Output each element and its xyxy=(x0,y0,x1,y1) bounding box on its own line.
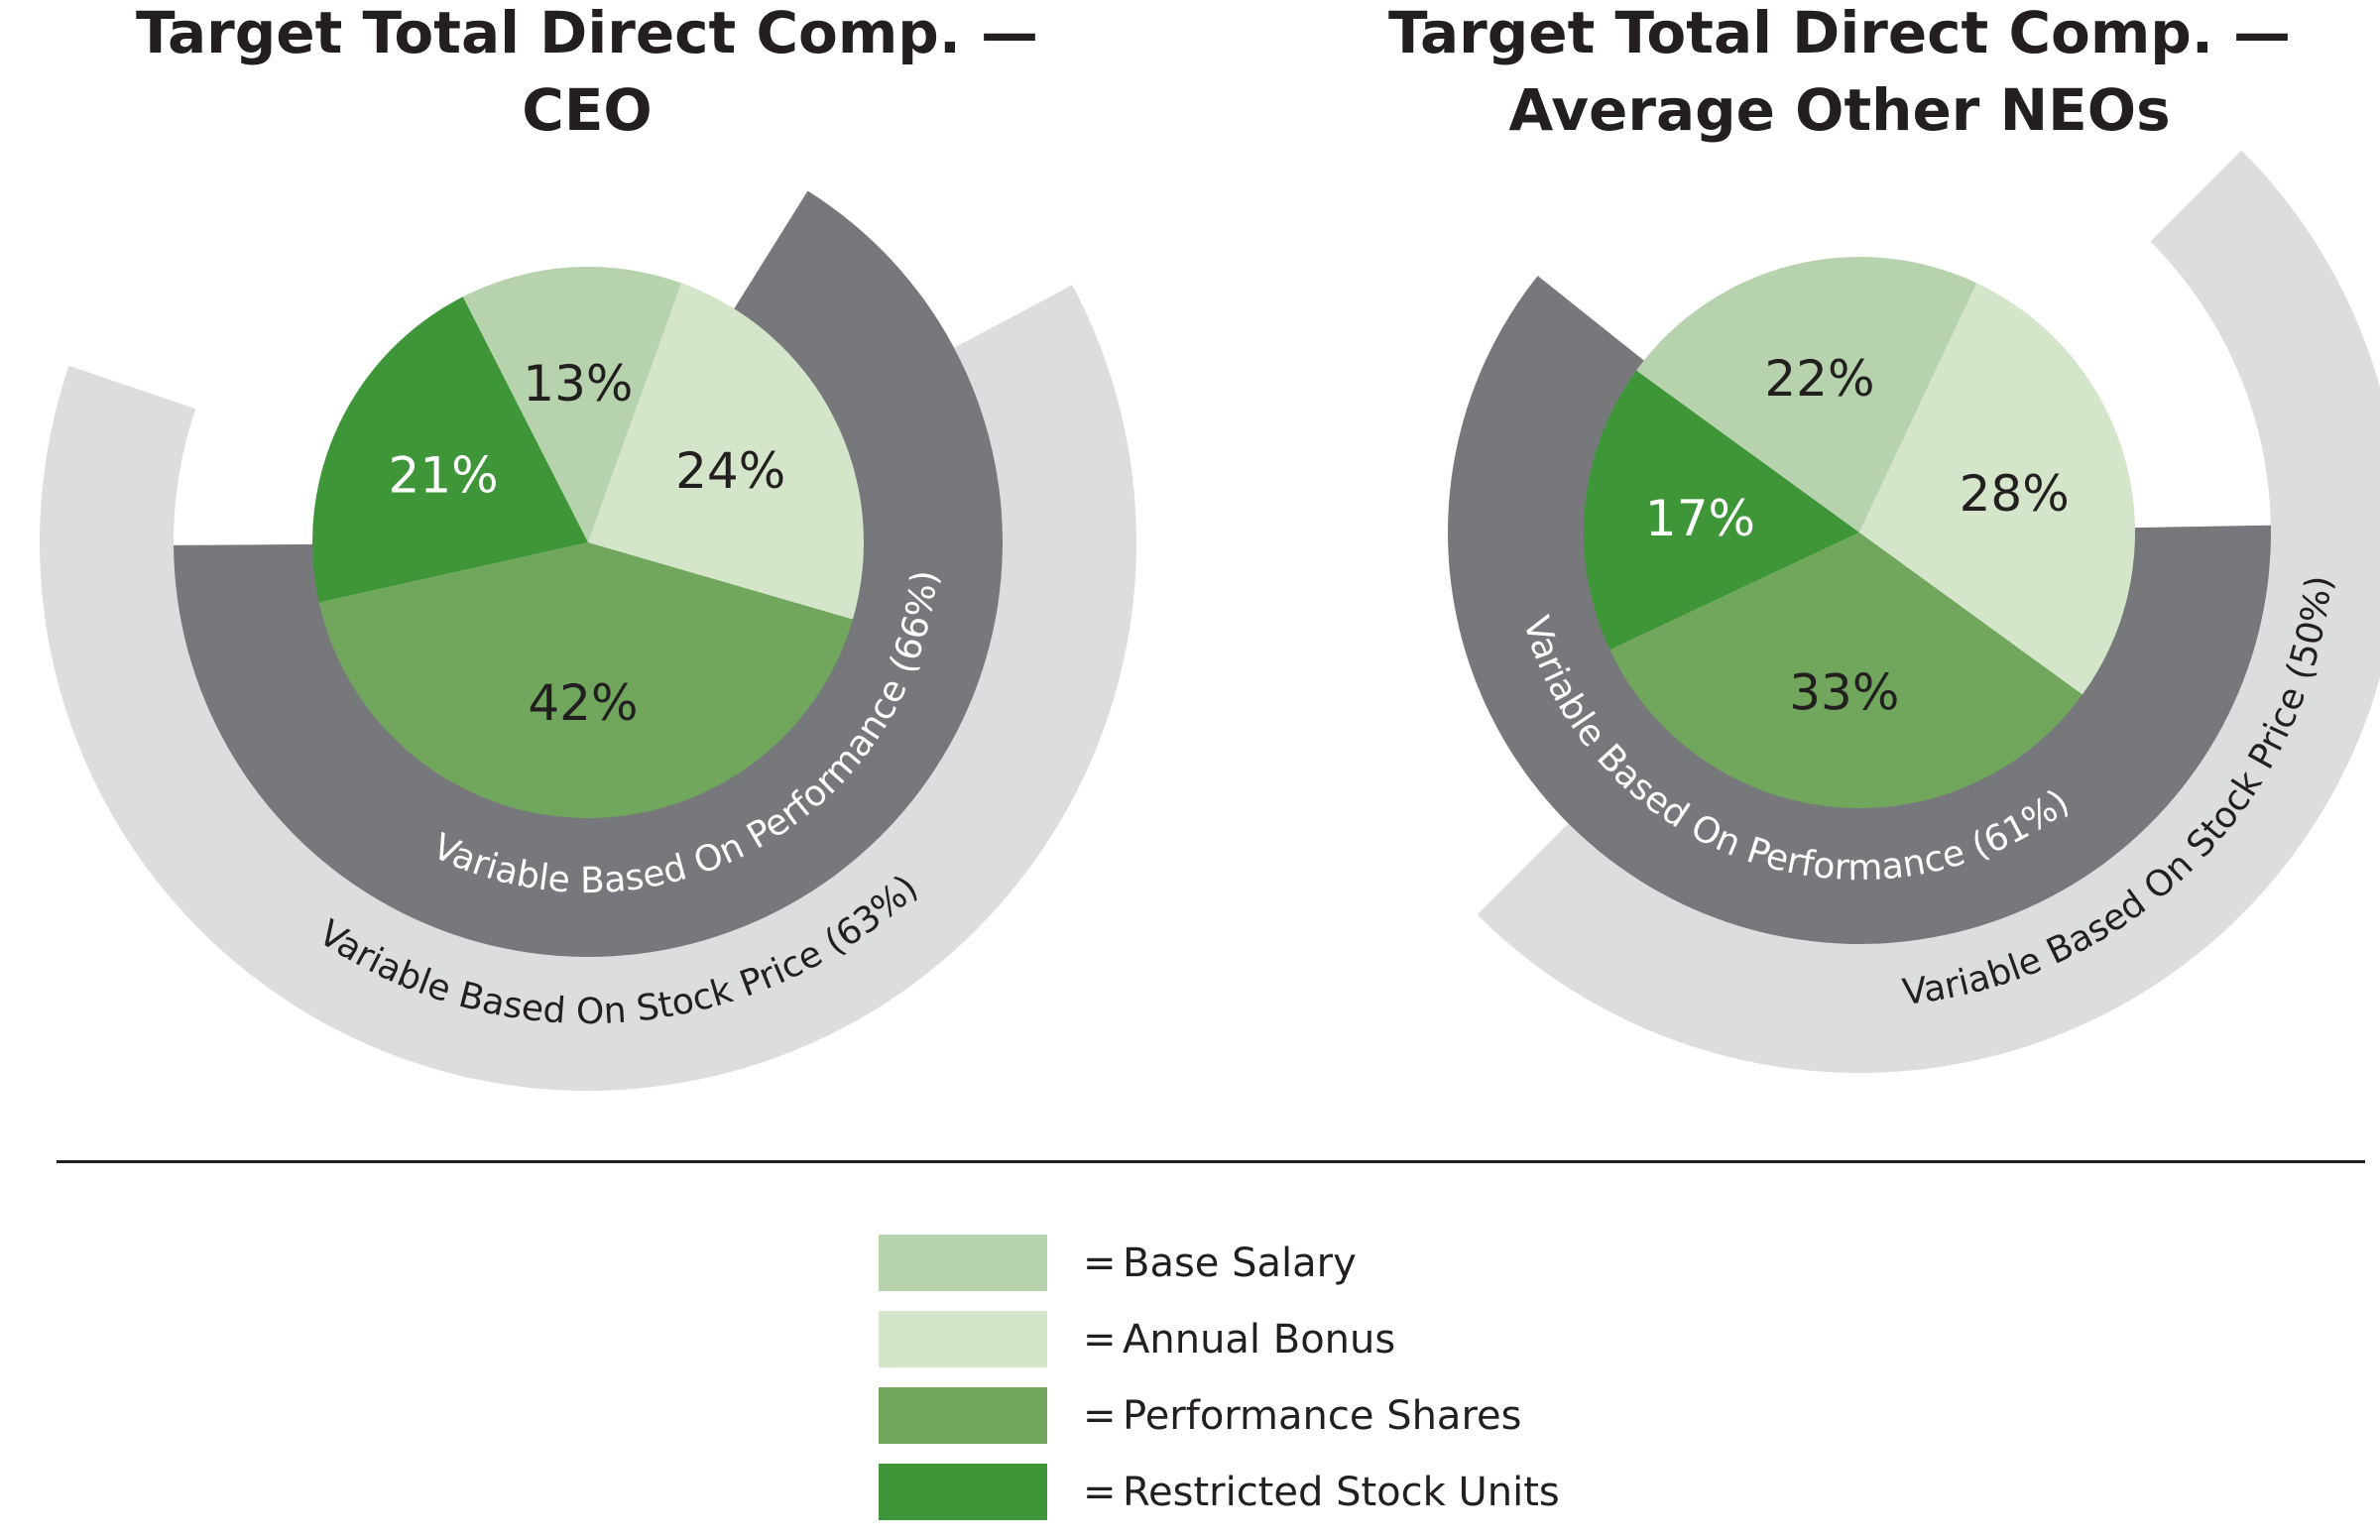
legend-label: Base Salary xyxy=(1123,1240,1357,1286)
slice-label: 13% xyxy=(523,355,633,413)
band-stock-price xyxy=(1477,150,2380,1073)
chart-title-line: CEO xyxy=(522,76,653,144)
chart-title-line: Target Total Direct Comp. — xyxy=(1387,0,2292,66)
legend-swatch xyxy=(879,1311,1047,1367)
pie-slice-annual-bonus xyxy=(588,283,865,620)
slice-label: 42% xyxy=(528,674,638,732)
pie-slice-restricted-stock-units xyxy=(1584,370,1859,651)
band-stock-price xyxy=(40,285,1136,1091)
legend-swatch xyxy=(879,1464,1047,1520)
pie-slice-performance-shares xyxy=(318,542,853,819)
legend-label: Performance Shares xyxy=(1123,1392,1522,1439)
pie-slice-base-salary xyxy=(1636,256,1977,533)
chart-title-ceo: Target Total Direct Comp. — CEO xyxy=(91,0,1083,149)
pie-chart-ceo: 13%24%42%21%Variable Based On Performanc… xyxy=(40,190,1136,1091)
pie-chart-neos: 22%28%33%17%Variable Based On Performanc… xyxy=(1447,150,2380,1073)
chart-title-neos: Target Total Direct Comp. — Average Othe… xyxy=(1344,0,2335,149)
legend-item-annual-bonus: = Annual Bonus xyxy=(879,1311,1560,1367)
pie-slice-restricted-stock-units xyxy=(312,296,588,603)
legend: = Base Salary = Annual Bonus = Performan… xyxy=(879,1235,1560,1540)
chart-title-line: Target Total Direct Comp. — xyxy=(135,0,1039,66)
legend-equals: = xyxy=(1083,1240,1117,1286)
slice-label: 17% xyxy=(1645,490,1755,547)
pie-slice-base-salary xyxy=(462,267,682,542)
legend-item-base-salary: = Base Salary xyxy=(879,1235,1560,1291)
band-performance xyxy=(174,190,1003,958)
slice-label: 24% xyxy=(675,442,785,500)
divider-line xyxy=(57,1160,2365,1163)
legend-label: Annual Bonus xyxy=(1123,1316,1396,1362)
pie-slice-annual-bonus xyxy=(1859,283,2135,695)
band-performance xyxy=(1447,276,2271,944)
legend-swatch xyxy=(879,1387,1047,1444)
pie-slice-performance-shares xyxy=(1609,533,2082,809)
slice-label: 33% xyxy=(1789,664,1899,722)
legend-swatch xyxy=(879,1235,1047,1291)
legend-item-restricted-stock-units: = Restricted Stock Units xyxy=(879,1464,1560,1520)
charts-canvas: 13%24%42%21%Variable Based On Performanc… xyxy=(40,150,2380,1091)
legend-equals: = xyxy=(1083,1392,1117,1439)
legend-item-performance-shares: = Performance Shares xyxy=(879,1387,1560,1444)
chart-title-line: Average Other NEOs xyxy=(1508,76,2171,144)
slice-label: 28% xyxy=(1960,465,2070,523)
legend-label: Restricted Stock Units xyxy=(1123,1469,1560,1515)
slice-label: 21% xyxy=(389,446,499,504)
slice-label: 22% xyxy=(1764,350,1874,408)
legend-equals: = xyxy=(1083,1469,1117,1515)
legend-equals: = xyxy=(1083,1316,1117,1362)
